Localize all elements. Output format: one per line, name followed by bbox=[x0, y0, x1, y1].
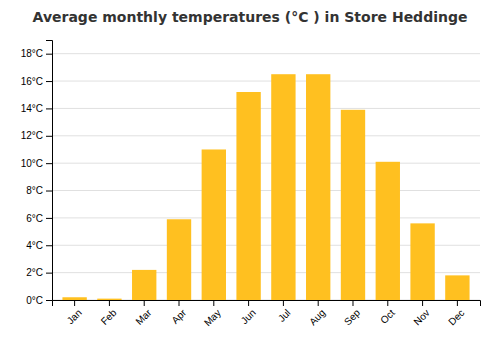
tick-mark bbox=[46, 136, 52, 137]
x-tick: Jul bbox=[276, 300, 293, 324]
tick-label: 8°C bbox=[26, 185, 43, 196]
x-tick: Dec bbox=[446, 300, 466, 327]
tick-label: Feb bbox=[99, 307, 119, 327]
bar bbox=[202, 149, 226, 300]
bar bbox=[306, 74, 330, 300]
bar bbox=[445, 275, 469, 300]
y-tick: 18°C bbox=[21, 48, 52, 59]
bar bbox=[271, 74, 295, 300]
tick-label: 0°C bbox=[26, 295, 43, 306]
x-tick: Jan bbox=[65, 300, 84, 326]
tick-mark bbox=[46, 218, 52, 219]
tick-mark bbox=[352, 300, 353, 306]
axis-line bbox=[53, 301, 481, 307]
y-tick: 6°C bbox=[26, 213, 52, 224]
tick-mark bbox=[283, 300, 284, 306]
y-axis: 0°C 2°C 4°C 6°C 8°C 10°C 12°C 14°C 16°C 18°C bbox=[21, 41, 53, 306]
x-tick: Feb bbox=[99, 300, 119, 327]
chart: 0°C 2°C 4°C 6°C 8°C 10°C 12°C 14°C 16°C 18°C Jan Fe… bbox=[0, 0, 500, 350]
y-tick: 4°C bbox=[26, 240, 52, 251]
y-tick: 2°C bbox=[26, 267, 52, 278]
y-tick: 8°C bbox=[26, 185, 52, 196]
tick-mark bbox=[318, 300, 319, 306]
tick-label: Sep bbox=[342, 307, 363, 328]
tick-label: Jan bbox=[65, 307, 84, 326]
tick-mark bbox=[422, 300, 423, 306]
tick-label: Mar bbox=[133, 307, 153, 327]
tick-label: Jun bbox=[239, 307, 258, 326]
tick-label: 10°C bbox=[21, 158, 43, 169]
grid-line bbox=[52, 135, 480, 136]
bar bbox=[376, 162, 400, 300]
tick-mark bbox=[457, 300, 458, 306]
grid-line bbox=[52, 53, 480, 54]
tick-mark bbox=[46, 300, 52, 301]
tick-mark bbox=[387, 300, 388, 306]
tick-label: 14°C bbox=[21, 103, 43, 114]
tick-label: Apr bbox=[169, 307, 188, 326]
tick-label: Jul bbox=[276, 307, 293, 324]
y-tick: 10°C bbox=[21, 158, 52, 169]
grid-line bbox=[52, 190, 480, 191]
tick-mark bbox=[179, 300, 180, 306]
tick-label: 12°C bbox=[21, 130, 43, 141]
y-tick: 14°C bbox=[21, 103, 52, 114]
tick-mark bbox=[46, 108, 52, 109]
bar bbox=[97, 299, 121, 300]
tick-mark bbox=[46, 81, 52, 82]
grid bbox=[52, 54, 480, 300]
grid-line bbox=[52, 108, 480, 109]
x-tick: Nov bbox=[411, 300, 431, 327]
y-tick: 12°C bbox=[21, 130, 52, 141]
bar bbox=[410, 223, 434, 300]
x-tick: Sep bbox=[342, 300, 363, 327]
tick-mark bbox=[46, 54, 52, 55]
title: Average monthly temperatures (°C ) in St… bbox=[33, 9, 468, 25]
x-tick: Oct bbox=[378, 300, 397, 326]
tick-label: Dec bbox=[446, 307, 466, 327]
tick-label: 4°C bbox=[26, 240, 43, 251]
tick-label: May bbox=[202, 307, 223, 328]
axis-line bbox=[46, 41, 53, 301]
bar bbox=[132, 270, 156, 300]
grid-line bbox=[52, 81, 480, 82]
tick-mark bbox=[248, 300, 249, 306]
tick-mark bbox=[46, 191, 52, 192]
bar bbox=[62, 297, 86, 300]
x-axis: Jan Feb Mar Apr May Jun Jul Aug Sep Oct Nov Dec bbox=[53, 300, 481, 328]
tick-label: Aug bbox=[307, 307, 327, 327]
tick-mark bbox=[46, 245, 52, 246]
bar bbox=[236, 92, 260, 300]
bar bbox=[167, 219, 191, 300]
plot: 0°C 2°C 4°C 6°C 8°C 10°C 12°C 14°C 16°C 18°C Jan Fe… bbox=[21, 41, 481, 329]
grid-line bbox=[52, 163, 480, 164]
tick-mark bbox=[74, 300, 75, 306]
tick-label: Nov bbox=[411, 307, 431, 327]
x-tick: Aug bbox=[307, 300, 327, 327]
bar bbox=[341, 110, 365, 300]
y-tick: 0°C bbox=[26, 295, 52, 306]
y-tick: 16°C bbox=[21, 76, 52, 87]
bars bbox=[62, 74, 469, 300]
x-tick: Mar bbox=[133, 300, 153, 327]
x-tick: Apr bbox=[169, 300, 188, 326]
tick-mark bbox=[109, 300, 110, 306]
x-tick: May bbox=[202, 300, 223, 328]
tick-label: 16°C bbox=[21, 76, 43, 87]
tick-label: 6°C bbox=[26, 213, 43, 224]
x-tick: Jun bbox=[239, 300, 258, 326]
tick-label: 18°C bbox=[21, 48, 43, 59]
tick-mark bbox=[46, 163, 52, 164]
tick-label: 2°C bbox=[26, 267, 43, 278]
tick-label: Oct bbox=[378, 307, 397, 326]
grid-line bbox=[52, 217, 480, 218]
tick-mark bbox=[213, 300, 214, 306]
tick-mark bbox=[46, 273, 52, 274]
tick-mark bbox=[144, 300, 145, 306]
